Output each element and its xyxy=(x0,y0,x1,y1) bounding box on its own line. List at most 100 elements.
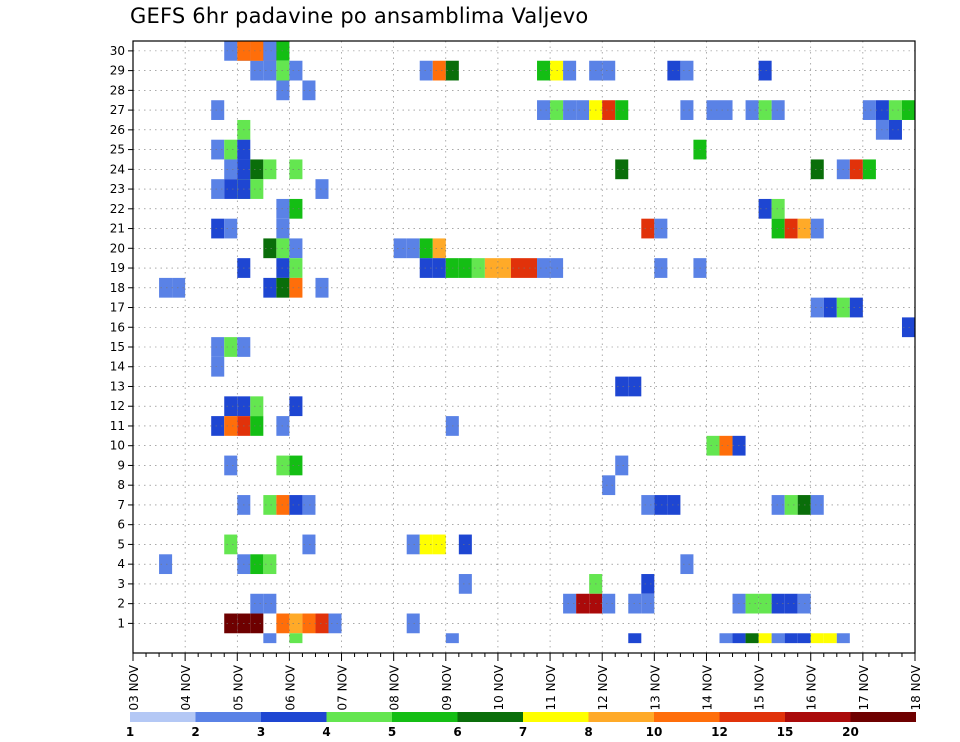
heatmap-cell xyxy=(328,613,342,634)
heatmap-cell xyxy=(432,258,446,278)
colorbar-label: 15 xyxy=(777,725,794,739)
heatmap-cell xyxy=(602,475,616,496)
heatmap-cell xyxy=(263,277,277,298)
x-tick-label: 06 NOV xyxy=(283,664,297,710)
heatmap-cell xyxy=(315,613,329,634)
heatmap-cell xyxy=(758,198,772,219)
heatmap-cell xyxy=(211,337,225,357)
heatmap-cell xyxy=(302,495,316,515)
heatmap-cell xyxy=(602,100,616,120)
x-tick-label: 03 NOV xyxy=(127,664,141,710)
colorbar-swatch xyxy=(523,712,589,722)
heatmap-cell xyxy=(810,297,824,318)
x-tick-label: 07 NOV xyxy=(336,664,350,710)
x-tick-label: 15 NOV xyxy=(753,664,767,710)
y-tick-label: 5 xyxy=(117,537,125,551)
heatmap-cell xyxy=(315,277,329,298)
heatmap-cell xyxy=(211,416,225,436)
y-tick-label: 9 xyxy=(117,458,125,472)
x-tick-label: 12 NOV xyxy=(596,664,610,710)
colorbar-swatch xyxy=(261,712,327,722)
x-tick-label: 05 NOV xyxy=(231,664,245,710)
heatmap-cell xyxy=(641,574,655,594)
y-tick-label: 19 xyxy=(110,261,125,275)
heatmap-cell xyxy=(563,593,577,614)
y-tick-label: 29 xyxy=(110,64,125,78)
heatmap-cell xyxy=(862,100,876,120)
heatmap-cell xyxy=(667,60,681,81)
heatmap-cell xyxy=(745,100,759,120)
heatmap-cell xyxy=(289,455,303,476)
heatmap-cell xyxy=(289,159,303,180)
y-tick-label: 1 xyxy=(117,616,125,630)
heatmap-cell xyxy=(576,593,590,614)
y-tick-label: 23 xyxy=(110,182,125,196)
heatmap-cell xyxy=(667,495,681,515)
heatmap-cell xyxy=(211,100,225,120)
heatmap-cell xyxy=(224,179,238,199)
colorbar-label: 20 xyxy=(842,725,859,739)
heatmap-cell xyxy=(458,534,472,555)
heatmap-cell xyxy=(602,60,616,81)
heatmap-cell xyxy=(289,495,303,515)
heatmap-cell xyxy=(497,258,511,278)
heatmap-cell xyxy=(784,633,798,644)
heatmap-cell xyxy=(224,41,238,61)
heatmap-cell xyxy=(250,554,264,575)
heatmap-cell xyxy=(263,159,277,180)
heatmap-cell xyxy=(524,258,538,278)
colorbar-swatch xyxy=(392,712,458,722)
chart-title: GEFS 6hr padavine po ansamblima Valjevo xyxy=(130,4,589,28)
heatmap-cell xyxy=(823,297,837,318)
heatmap-cell xyxy=(758,60,772,81)
heatmap-cell xyxy=(745,593,759,614)
heatmap-cell xyxy=(810,159,824,180)
heatmap-cell xyxy=(458,258,472,278)
colorbar-swatch xyxy=(588,712,654,722)
heatmap-cell xyxy=(510,258,524,278)
y-tick-label: 28 xyxy=(110,83,125,97)
heatmap-cell xyxy=(406,613,420,634)
heatmap-cell xyxy=(654,495,668,515)
y-tick-label: 15 xyxy=(110,340,125,354)
y-tick-label: 21 xyxy=(110,222,125,236)
heatmap-cell xyxy=(224,337,238,357)
heatmap-cell xyxy=(289,238,303,259)
heatmap-cell xyxy=(224,455,238,476)
heatmap-cell xyxy=(784,495,798,515)
heatmap-cell xyxy=(224,159,238,180)
colorbar: 1 2 3 4 5 6 7 8 10 12 15 20 xyxy=(126,712,916,739)
heatmap-cell xyxy=(628,633,642,644)
heatmap-cell xyxy=(576,100,590,120)
heatmap-cell xyxy=(680,60,694,81)
colorbar-label: 1 xyxy=(126,725,134,739)
colorbar-swatch xyxy=(850,712,916,722)
heatmap-cell xyxy=(537,60,551,81)
y-tick-label: 16 xyxy=(110,320,125,334)
heatmap-cell xyxy=(810,633,824,644)
heatmap-cell xyxy=(250,41,264,61)
colorbar-swatch xyxy=(195,712,261,722)
y-tick-label: 14 xyxy=(110,360,125,374)
y-tick-label: 6 xyxy=(117,518,125,532)
heatmap-cell xyxy=(849,159,863,180)
y-tick-label: 17 xyxy=(110,301,125,315)
heatmap-cell xyxy=(797,633,811,644)
colorbar-swatch xyxy=(130,712,196,722)
colorbar-label: 8 xyxy=(584,725,592,739)
y-tick-label: 2 xyxy=(117,597,125,611)
heatmap-cell xyxy=(810,495,824,515)
heatmap-cell xyxy=(758,633,772,644)
heatmap-cell xyxy=(224,416,238,436)
heatmap-cell xyxy=(432,60,446,81)
y-tick-label: 26 xyxy=(110,123,125,137)
x-tick-label: 13 NOV xyxy=(648,664,662,710)
heatmap-cell xyxy=(836,633,850,644)
heatmap-cell xyxy=(302,534,316,555)
heatmap-cell xyxy=(758,100,772,120)
heatmap-cell xyxy=(563,100,577,120)
heatmap-cell xyxy=(211,139,225,160)
colorbar-label: 12 xyxy=(711,725,728,739)
heatmap-cell xyxy=(615,455,629,476)
colorbar-label: 5 xyxy=(388,725,396,739)
